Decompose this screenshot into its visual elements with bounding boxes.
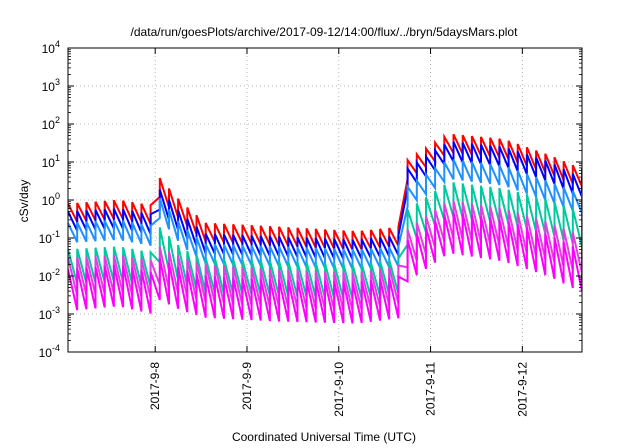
y-tick-label: 102 [42,115,60,132]
y-tick-label: 10-1 [39,229,60,246]
x-tick-label: 2017-9-12 [515,362,529,417]
series-line [68,132,582,251]
series-line [68,211,582,324]
chart-title: /data/run/goesPlots/archive/2017-09-12/1… [131,25,519,39]
plot-frame [67,47,583,353]
x-tick-label: 2017-9-10 [332,362,346,417]
y-axis-label: cSv/day [17,180,31,223]
y-tick-label: 101 [42,153,60,170]
y-tick-label: 10-2 [39,267,60,284]
y-tick-label: 10-4 [39,343,60,360]
series-line [68,159,582,270]
series-line [68,141,582,260]
tick-labels: 104 103 102 101 100 10-1 10-2 10-3 10-4 2017-9-8 2… [39,39,530,417]
series-line [68,200,582,312]
y-tick-label: 100 [42,191,60,208]
y-tick-label: 10-3 [39,305,60,322]
x-tick-label: 2017-9-9 [240,362,254,410]
y-tick-label: 103 [42,77,60,94]
x-tick-label: 2017-9-11 [424,362,438,416]
series-line [68,182,582,300]
x-tick-label: 2017-9-8 [148,362,162,410]
series-group [68,132,582,324]
x-axis-label: Coordinated Universal Time (UTC) [232,430,416,444]
axes [67,47,583,353]
y-tick-label: 104 [42,39,60,56]
